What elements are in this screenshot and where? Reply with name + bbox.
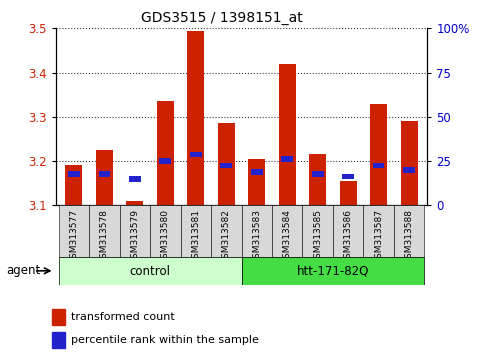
Text: GDS3515 / 1398151_at: GDS3515 / 1398151_at (142, 11, 303, 25)
Bar (279, 64, 296, 205)
Text: htt-171-82Q: htt-171-82Q (297, 265, 369, 278)
Bar (99, 171, 110, 177)
Text: GSM313584: GSM313584 (283, 210, 292, 264)
FancyBboxPatch shape (242, 205, 272, 257)
FancyBboxPatch shape (181, 205, 211, 257)
FancyBboxPatch shape (394, 205, 425, 257)
Bar (251, 169, 263, 175)
Bar (370, 103, 387, 205)
Bar (187, 30, 204, 205)
FancyBboxPatch shape (242, 257, 425, 285)
FancyBboxPatch shape (58, 205, 89, 257)
Bar (66, 166, 82, 205)
Text: control: control (129, 265, 170, 278)
Bar (309, 154, 326, 205)
FancyBboxPatch shape (150, 205, 181, 257)
Bar (220, 162, 232, 169)
Text: GSM313585: GSM313585 (313, 210, 322, 264)
Bar (248, 159, 265, 205)
Bar (129, 176, 141, 182)
Text: GSM313583: GSM313583 (252, 210, 261, 264)
Bar (340, 181, 356, 205)
Bar (312, 171, 324, 177)
Bar (157, 101, 174, 205)
Text: GSM313579: GSM313579 (130, 210, 139, 264)
FancyBboxPatch shape (363, 205, 394, 257)
FancyBboxPatch shape (120, 205, 150, 257)
FancyBboxPatch shape (89, 205, 120, 257)
Text: GSM313582: GSM313582 (222, 210, 231, 264)
Bar (218, 124, 235, 205)
FancyBboxPatch shape (333, 205, 363, 257)
Bar (96, 150, 113, 205)
Text: percentile rank within the sample: percentile rank within the sample (71, 335, 259, 345)
Bar (403, 167, 415, 173)
Text: transformed count: transformed count (71, 312, 175, 322)
FancyBboxPatch shape (211, 205, 242, 257)
Text: GSM313587: GSM313587 (374, 210, 383, 264)
FancyBboxPatch shape (272, 205, 302, 257)
Bar (190, 152, 201, 157)
Text: GSM313578: GSM313578 (100, 210, 109, 264)
Bar (282, 156, 293, 162)
FancyBboxPatch shape (302, 205, 333, 257)
Text: GSM313586: GSM313586 (344, 210, 353, 264)
Bar (342, 174, 354, 179)
Text: GSM313580: GSM313580 (161, 210, 170, 264)
Text: GSM313588: GSM313588 (405, 210, 413, 264)
Bar (68, 171, 80, 177)
Bar (159, 158, 171, 164)
Text: GSM313581: GSM313581 (191, 210, 200, 264)
Bar (373, 162, 384, 169)
Bar (52, 309, 65, 325)
FancyBboxPatch shape (58, 257, 242, 285)
Bar (52, 332, 65, 348)
Text: agent: agent (6, 264, 40, 277)
Bar (127, 201, 143, 205)
Bar (401, 121, 417, 205)
Text: GSM313577: GSM313577 (70, 210, 78, 264)
